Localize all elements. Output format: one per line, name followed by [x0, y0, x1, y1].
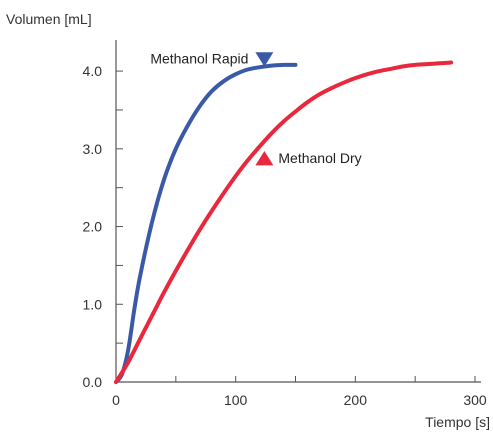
legend-marker-methanol-dry: [255, 150, 274, 166]
series-group: Methanol Rapid Methanol Dry: [114, 50, 454, 384]
x-tick-label: 300: [463, 392, 487, 408]
legend-label-methanol-dry: Methanol Dry: [278, 150, 361, 166]
series-line-methanol-dry: [114, 60, 454, 384]
axes: [115, 40, 481, 383]
ticks: 0 100 200 300 0.0 1.0 2.0 3.0 4.0: [83, 63, 487, 408]
x-tick-label: 0: [112, 392, 120, 408]
x-axis-label: Tiempo [s]: [425, 414, 490, 430]
y-tick-label: 0.0: [83, 374, 103, 390]
legend-marker-methanol-rapid: [255, 52, 274, 67]
x-tick-label: 200: [344, 392, 368, 408]
x-tick-label: 100: [224, 392, 248, 408]
y-tick-label: 4.0: [83, 63, 103, 79]
legend-label-methanol-rapid: Methanol Rapid: [150, 50, 248, 66]
y-axis-label: Volumen [mL]: [6, 11, 92, 27]
y-tick-label: 3.0: [83, 141, 103, 157]
y-tick-label: 1.0: [83, 296, 103, 312]
series-line-methanol-rapid: [114, 62, 298, 384]
y-tick-label: 2.0: [83, 219, 103, 235]
